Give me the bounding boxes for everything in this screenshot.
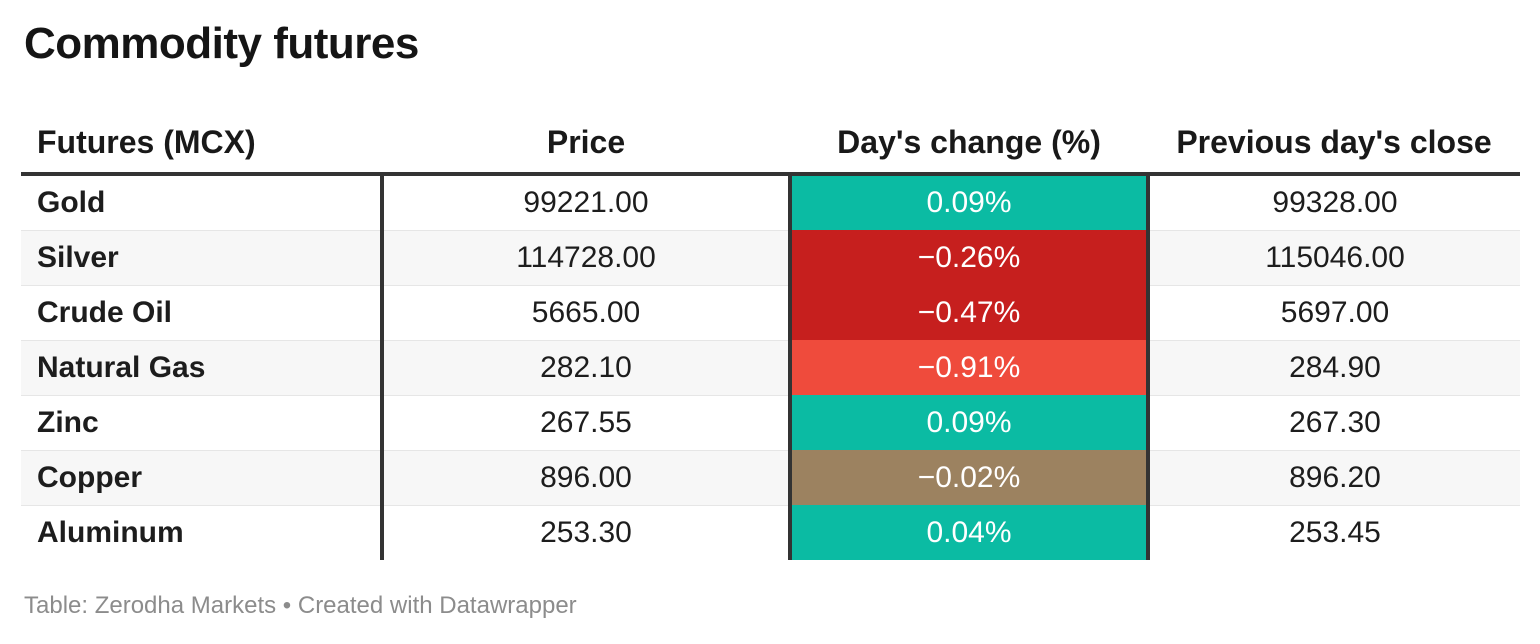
price-cell: 896.00 <box>382 449 790 506</box>
futures-name-cell: Copper <box>21 449 384 506</box>
table-row: Crude Oil 5665.00 −0.47% 5697.00 <box>21 284 1520 341</box>
prev-close-cell: 284.90 <box>1148 339 1520 396</box>
column-header-days-change: Day's change (%) <box>790 112 1148 176</box>
price-cell: 267.55 <box>382 394 790 451</box>
prev-close-cell: 896.20 <box>1148 449 1520 506</box>
table-row: Copper 896.00 −0.02% 896.20 <box>21 449 1520 506</box>
futures-name-cell: Aluminum <box>21 504 384 560</box>
price-cell: 114728.00 <box>382 229 790 286</box>
prev-close-cell: 5697.00 <box>1148 284 1520 341</box>
futures-name-cell: Natural Gas <box>21 339 384 396</box>
column-header-futures: Futures (MCX) <box>21 112 382 176</box>
prev-close-cell: 267.30 <box>1148 394 1520 451</box>
futures-name-cell: Gold <box>21 173 384 231</box>
price-cell: 282.10 <box>382 339 790 396</box>
header-row: Futures (MCX) Price Day's change (%) Pre… <box>21 112 1520 176</box>
table-row: Gold 99221.00 0.09% 99328.00 <box>21 173 1520 231</box>
table-row: Zinc 267.55 0.09% 267.30 <box>21 394 1520 451</box>
futures-name-cell: Zinc <box>21 394 384 451</box>
table-row: Natural Gas 282.10 −0.91% 284.90 <box>21 339 1520 396</box>
days-change-cell: 0.09% <box>788 173 1150 231</box>
prev-close-cell: 253.45 <box>1148 504 1520 560</box>
table-header: Futures (MCX) Price Day's change (%) Pre… <box>21 112 1520 176</box>
table-footer: Table: Zerodha Markets • Created with Da… <box>24 591 577 619</box>
price-cell: 253.30 <box>382 504 790 560</box>
column-header-price: Price <box>382 112 790 176</box>
commodity-futures-table: Futures (MCX) Price Day's change (%) Pre… <box>21 112 1520 560</box>
futures-name-cell: Silver <box>21 229 384 286</box>
price-cell: 5665.00 <box>382 284 790 341</box>
column-header-prev-close: Previous day's close <box>1148 112 1520 176</box>
table-row: Aluminum 253.30 0.04% 253.45 <box>21 504 1520 560</box>
days-change-cell: −0.47% <box>788 285 1150 341</box>
days-change-cell: −0.91% <box>788 340 1150 396</box>
futures-name-cell: Crude Oil <box>21 284 384 341</box>
table-row: Silver 114728.00 −0.26% 115046.00 <box>21 229 1520 286</box>
days-change-cell: −0.02% <box>788 450 1150 506</box>
table-body: Gold 99221.00 0.09% 99328.00 Silver 114728.00… <box>21 173 1520 560</box>
page-title: Commodity futures <box>24 19 419 68</box>
days-change-cell: 0.04% <box>788 505 1150 560</box>
days-change-cell: 0.09% <box>788 395 1150 451</box>
price-cell: 99221.00 <box>382 173 790 231</box>
prev-close-cell: 99328.00 <box>1148 173 1520 231</box>
days-change-cell: −0.26% <box>788 230 1150 286</box>
prev-close-cell: 115046.00 <box>1148 229 1520 286</box>
